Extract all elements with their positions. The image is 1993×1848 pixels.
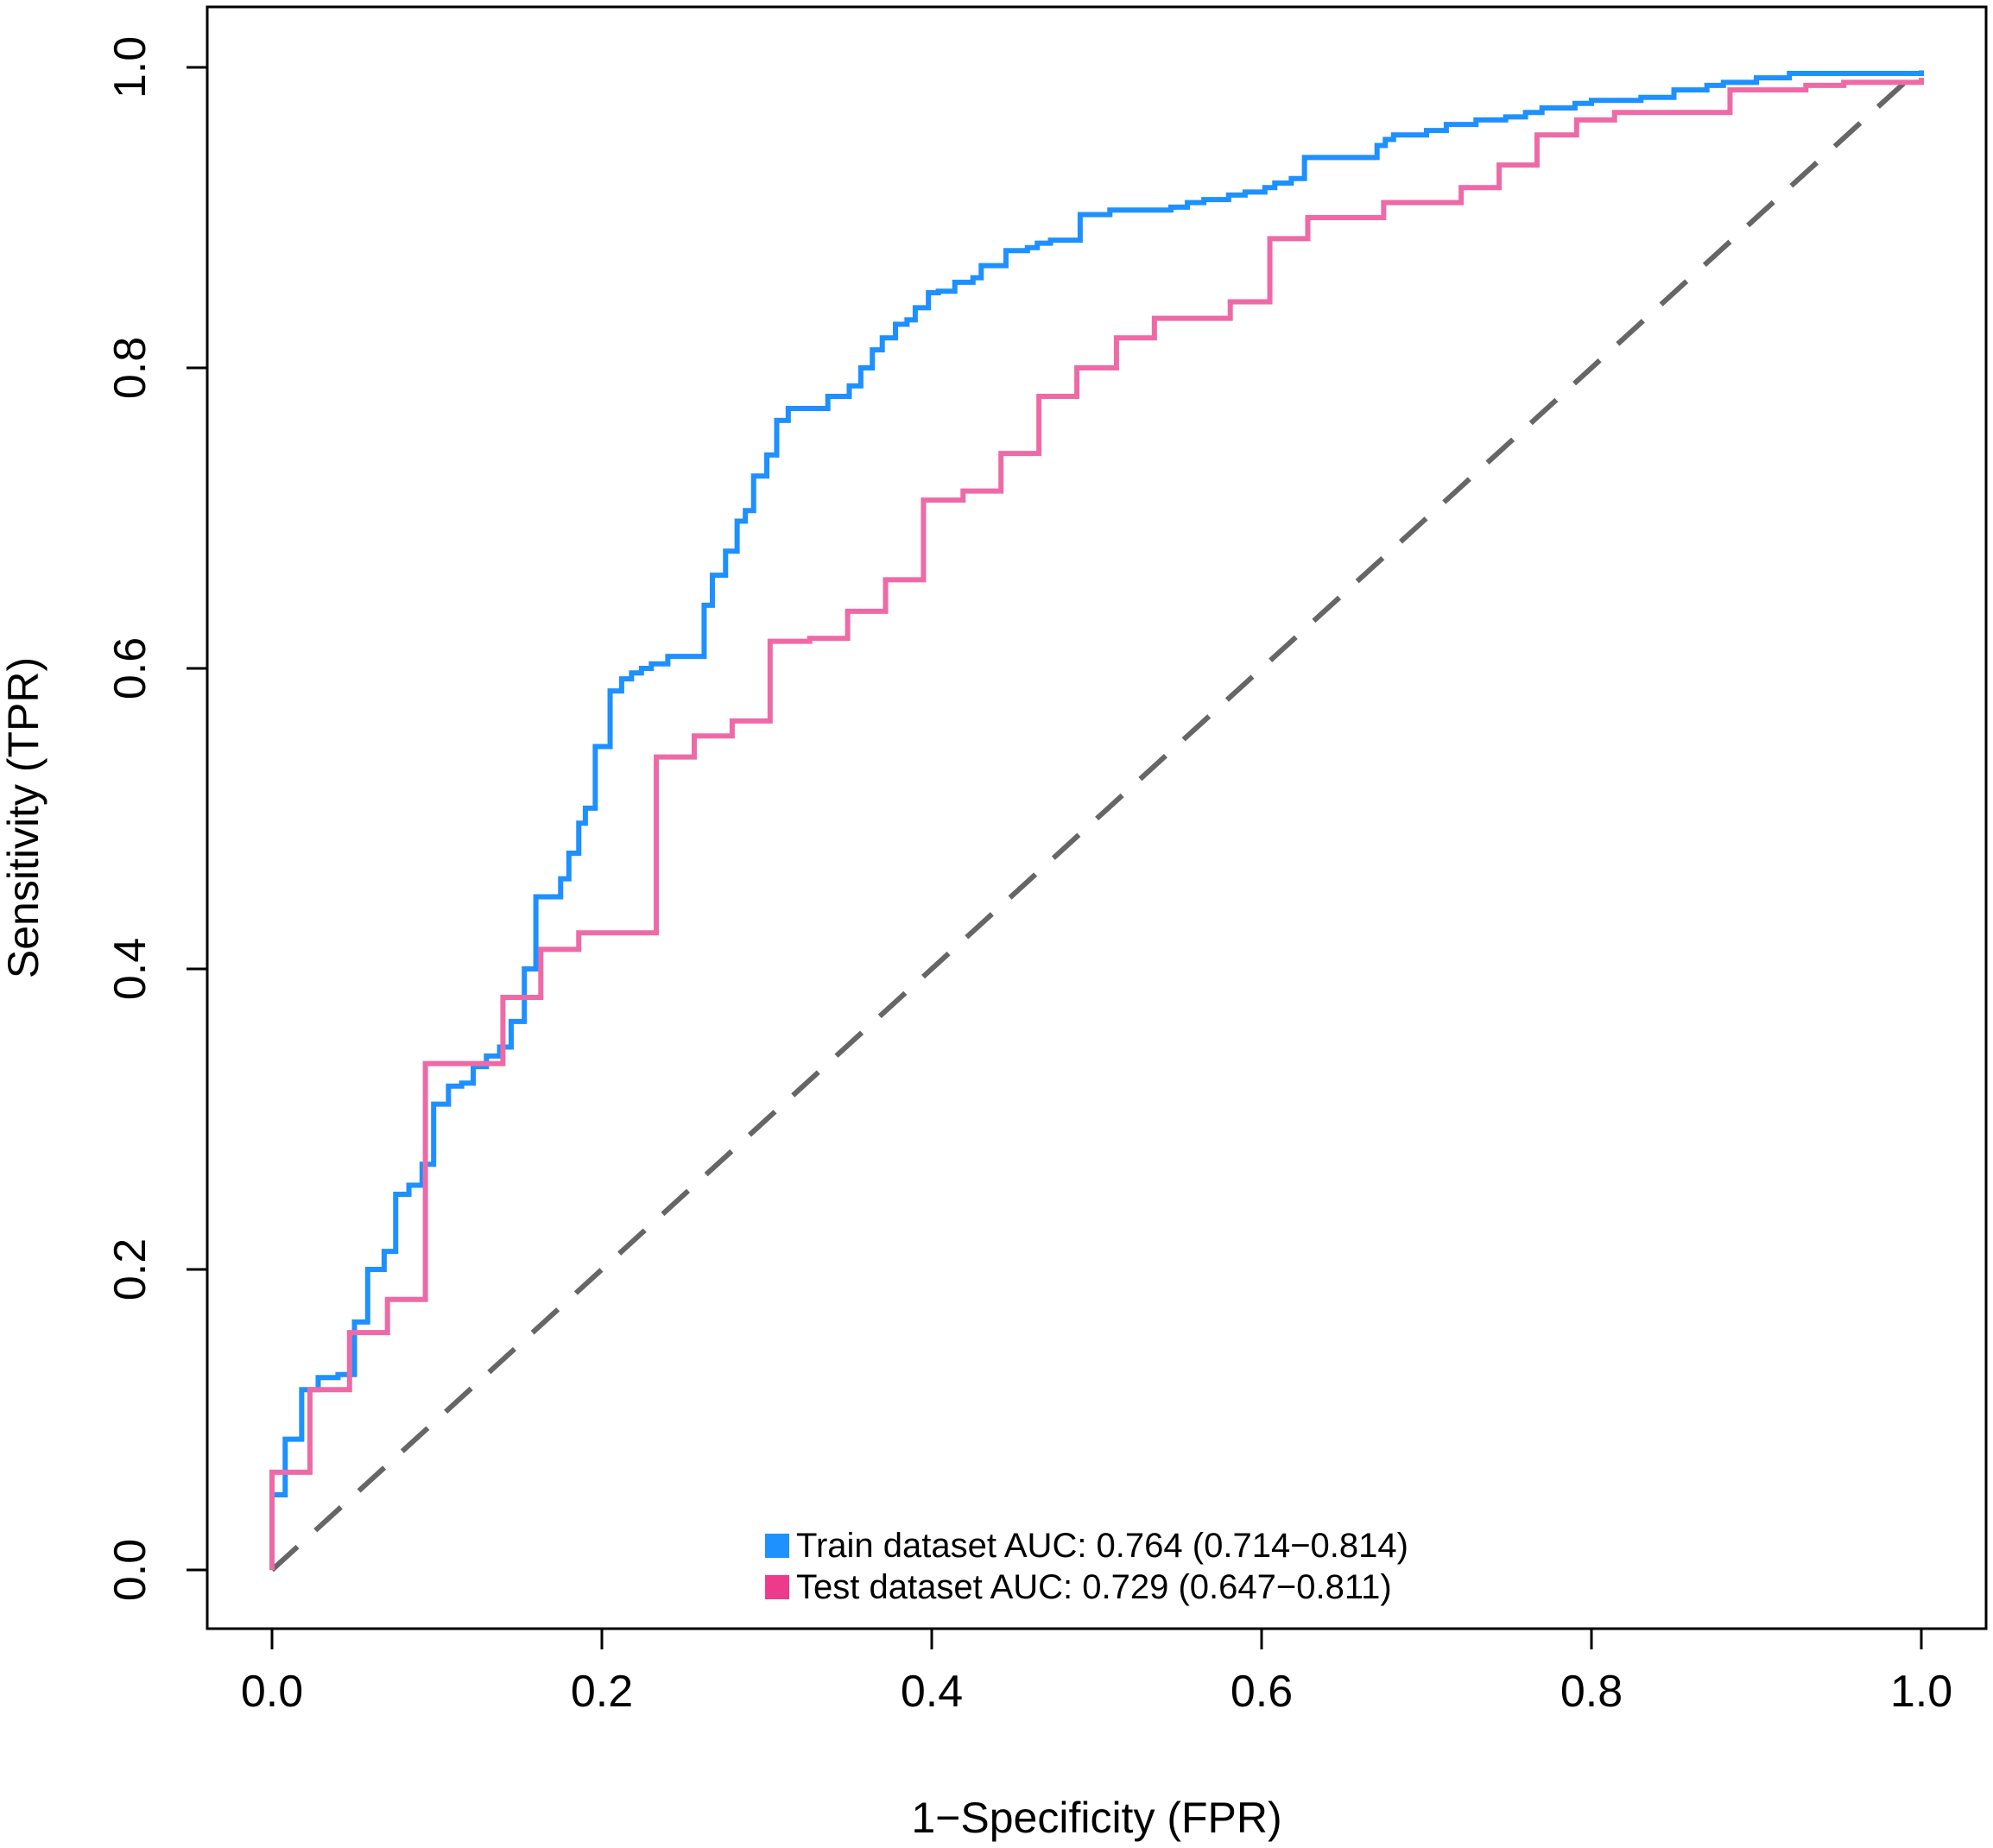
legend-train-swatch [765, 1534, 789, 1558]
y-tick-label-0: 0.0 [105, 1539, 155, 1601]
test-dataset-roc-curve [269, 78, 1924, 1570]
x-tick-label-3: 0.6 [1231, 1667, 1293, 1717]
train-dataset-roc-curve [269, 70, 1924, 1570]
axes-layer: 0.0 0.2 0.4 0.6 0.8 1.0 0.0 0.2 0.4 0.6 0.8 1.0 [105, 36, 1952, 1717]
legend-train-label: Train dataset AUC: 0.764 (0.714−0.814) [796, 1527, 1408, 1565]
y-tick-label-4: 0.8 [105, 337, 155, 399]
y-tick-label-1: 0.2 [105, 1238, 155, 1301]
x-tick-label-1: 0.2 [571, 1667, 633, 1717]
y-axis-title: Sensitivity (TPR) [0, 657, 47, 978]
legend-test-swatch [765, 1575, 789, 1599]
x-tick-label-2: 0.4 [901, 1667, 963, 1717]
y-tick-label-2: 0.4 [105, 938, 155, 1000]
x-axis-title: 1−Specificity (FPR) [911, 1794, 1281, 1842]
y-tick-label-5: 1.0 [105, 36, 155, 98]
series-layer [269, 70, 1924, 1570]
legend: Train dataset AUC: 0.764 (0.714−0.814) T… [765, 1527, 1408, 1606]
diagonal-reference-line [269, 65, 1924, 1573]
x-tick-label-0: 0.0 [241, 1667, 303, 1717]
x-tick-label-4: 0.8 [1560, 1667, 1623, 1717]
y-tick-label-3: 0.6 [105, 637, 155, 699]
x-tick-label-5: 1.0 [1890, 1667, 1952, 1717]
legend-test-label: Test dataset AUC: 0.729 (0.647−0.811) [796, 1568, 1392, 1606]
